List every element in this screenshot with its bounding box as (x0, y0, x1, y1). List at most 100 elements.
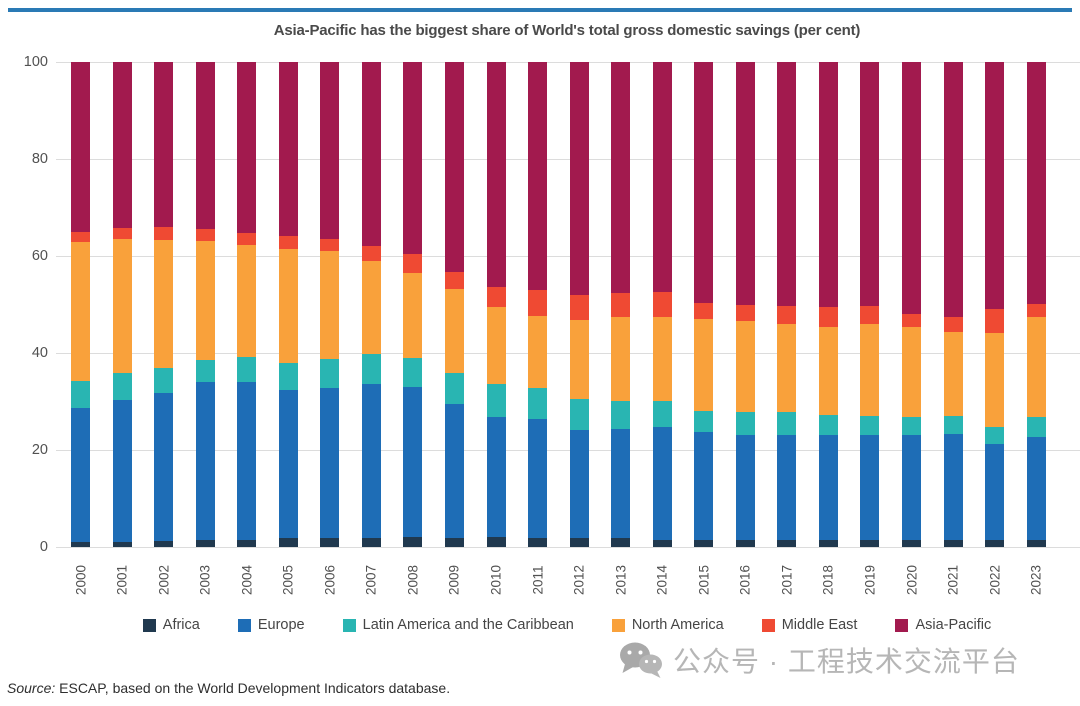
x-tick-label-2014: 2014 (654, 564, 670, 596)
segment-2021-latin-america-and-the-caribbean (943, 416, 963, 434)
segment-2022-europe (985, 444, 1005, 540)
wechat-icon (620, 642, 662, 678)
segment-2017-asia-pacific (777, 62, 797, 306)
segment-2007-africa (361, 538, 381, 547)
gridline-20 (56, 450, 1080, 451)
bar-2008 (403, 62, 423, 547)
segment-2019-latin-america-and-the-caribbean (860, 416, 880, 435)
segment-2014-north-america (652, 316, 672, 401)
segment-2018-europe (818, 434, 838, 540)
segment-2012-latin-america-and-the-caribbean (569, 399, 589, 430)
segment-2011-europe (528, 419, 548, 539)
segment-2006-north-america (320, 251, 340, 360)
segment-2022-middle-east (985, 309, 1005, 333)
segment-2018-north-america (818, 326, 838, 416)
segment-2020-asia-pacific (902, 62, 921, 315)
legend-item-latin-america-and-the-caribbean: Latin America and the Caribbean (342, 617, 574, 633)
segment-2023-asia-pacific (1026, 62, 1046, 304)
segment-2000-north-america (71, 242, 90, 381)
segment-2008-latin-america-and-the-caribbean (403, 357, 423, 387)
bar-2018 (818, 62, 838, 547)
bar-2017 (777, 62, 797, 547)
segment-2023-latin-america-and-the-caribbean (1026, 416, 1046, 437)
bar-2023 (1026, 62, 1046, 547)
segment-2020-africa (902, 539, 921, 547)
legend-label: Europe (257, 617, 305, 633)
segment-2006-europe (320, 387, 340, 539)
segment-2014-middle-east (652, 292, 672, 317)
legend-label: North America (631, 617, 724, 633)
segment-2011-north-america (528, 316, 548, 388)
segment-2009-europe (444, 403, 464, 539)
segment-2000-latin-america-and-the-caribbean (71, 380, 90, 408)
legend-item-north-america: North America (611, 617, 724, 633)
segment-2020-europe (902, 434, 921, 540)
x-tick-label-2016: 2016 (737, 564, 753, 596)
segment-2010-latin-america-and-the-caribbean (486, 383, 506, 418)
segment-2014-africa (652, 539, 672, 547)
segment-2011-africa (528, 538, 548, 547)
segment-2019-europe (860, 434, 880, 540)
watermark: 公众号 · 工程技术交流平台 (618, 640, 1020, 680)
bar-2012 (569, 62, 589, 547)
segment-2018-africa (818, 539, 838, 547)
segment-2004-africa (237, 539, 257, 547)
legend: Africa Europe Latin America and the Caribb… (56, 615, 1078, 635)
bar-2009 (444, 62, 464, 547)
y-tick-label-20: 20 (31, 442, 48, 458)
segment-2000-africa (71, 542, 90, 547)
segment-2022-africa (985, 539, 1005, 547)
segment-2016-middle-east (735, 304, 755, 322)
segment-2007-north-america (361, 260, 381, 355)
segment-2008-europe (403, 386, 423, 538)
x-tick-label-2010: 2010 (488, 564, 504, 596)
segment-2015-europe (694, 432, 714, 540)
bar-2021 (943, 62, 963, 547)
gridline-0 (56, 547, 1080, 548)
segment-2005-africa (278, 538, 298, 547)
legend-label: Latin America and the Caribbean (362, 617, 574, 633)
segment-2003-latin-america-and-the-caribbean (195, 359, 215, 383)
bar-2015 (694, 62, 714, 547)
segment-2013-north-america (611, 316, 631, 402)
segment-2009-north-america (444, 288, 464, 374)
bar-2019 (860, 62, 880, 547)
segment-2003-europe (195, 382, 215, 541)
segment-2002-latin-america-and-the-caribbean (154, 367, 174, 393)
segment-2007-middle-east (361, 246, 381, 261)
segment-2015-middle-east (694, 302, 714, 320)
segment-2012-africa (569, 538, 589, 547)
segment-2019-africa (860, 539, 880, 547)
segment-2018-asia-pacific (818, 62, 838, 308)
segment-2021-north-america (943, 331, 963, 417)
bar-2003 (195, 62, 215, 547)
segment-2009-asia-pacific (444, 62, 464, 272)
segment-2001-middle-east (112, 227, 132, 239)
segment-2010-europe (486, 417, 506, 538)
segment-2008-africa (403, 537, 423, 547)
segment-2017-north-america (777, 323, 797, 412)
x-tick-label-2015: 2015 (696, 564, 712, 596)
segment-2001-asia-pacific (112, 62, 132, 228)
segment-2004-middle-east (237, 233, 257, 245)
segment-2003-asia-pacific (195, 62, 215, 229)
segment-2009-latin-america-and-the-caribbean (444, 373, 464, 404)
segment-2020-latin-america-and-the-caribbean (902, 416, 921, 435)
segment-2020-north-america (902, 326, 921, 417)
segment-2006-middle-east (320, 238, 340, 252)
y-tick-label-80: 80 (31, 151, 48, 167)
x-tick-label-2011: 2011 (530, 565, 546, 595)
segment-2000-asia-pacific (71, 62, 90, 232)
segment-2016-europe (735, 434, 755, 540)
x-tick-label-2020: 2020 (904, 564, 919, 596)
segment-2007-asia-pacific (361, 62, 381, 247)
y-tick-label-0: 0 (39, 539, 48, 555)
segment-2019-middle-east (860, 306, 880, 324)
segment-2001-africa (112, 542, 132, 547)
segment-2014-europe (652, 427, 672, 540)
segment-2012-north-america (569, 319, 589, 400)
segment-2018-latin-america-and-the-caribbean (818, 415, 838, 435)
segment-2017-middle-east (777, 306, 797, 324)
segment-2003-middle-east (195, 228, 215, 241)
